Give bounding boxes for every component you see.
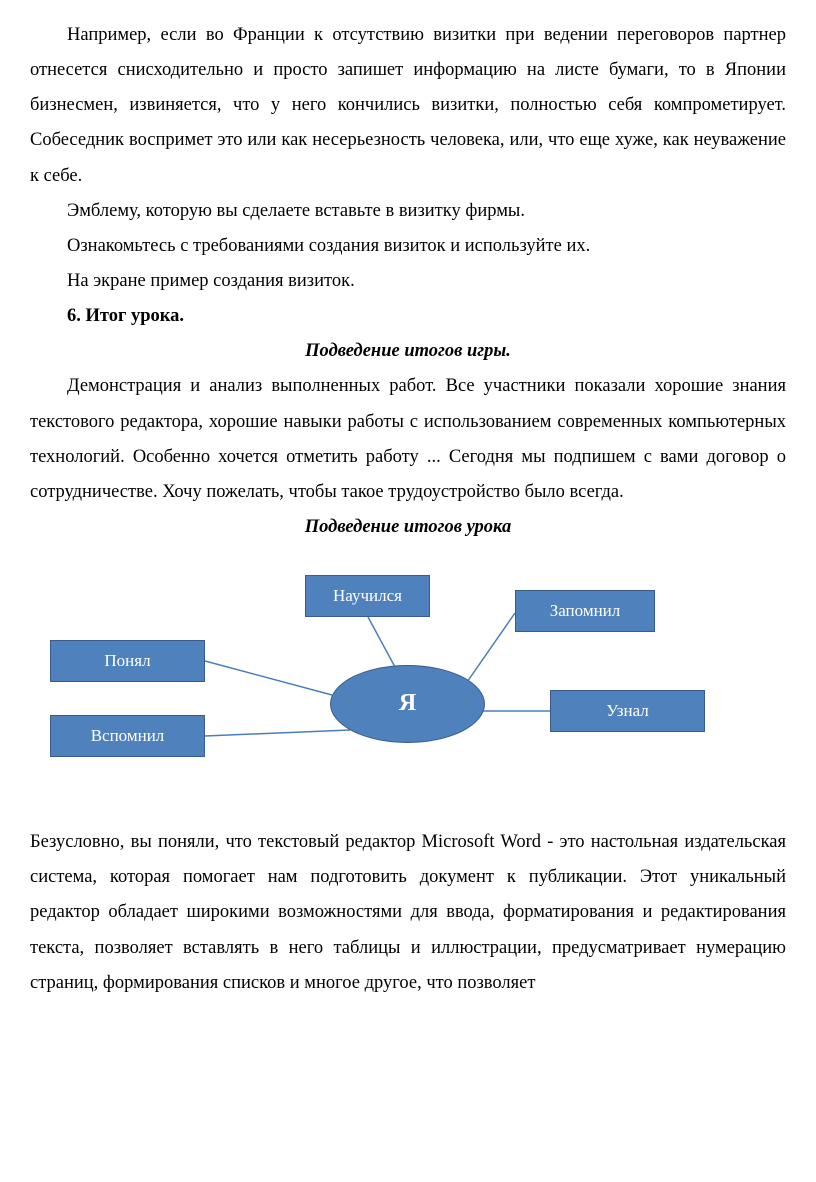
connector-line — [368, 617, 395, 667]
paragraph-intro: Например, если во Франции к отсутствию в… — [30, 18, 786, 194]
connector-line — [205, 730, 350, 736]
paragraph-emblem: Эмблему, которую вы сделаете вставьте в … — [30, 194, 786, 229]
heading-section-6: 6. Итог урока. — [30, 299, 786, 334]
mindmap-diagram: Я Научился Запомнил Понял Узнал Вспомнил — [30, 555, 786, 800]
node-understood: Понял — [50, 640, 205, 682]
node-foundout: Узнал — [550, 690, 705, 732]
paragraph-demo: Демонстрация и анализ выполненных работ.… — [30, 369, 786, 510]
subheading-results-lesson: Подведение итогов урока — [30, 510, 786, 545]
connector-line — [205, 661, 332, 695]
connector-line — [465, 613, 515, 685]
subheading-results-game: Подведение итогов игры. — [30, 334, 786, 369]
center-node: Я — [330, 665, 485, 743]
node-remembered: Запомнил — [515, 590, 655, 632]
paragraph-screen: На экране пример создания визиток. — [30, 264, 786, 299]
paragraph-requirements: Ознакомьтесь с требованиями создания виз… — [30, 229, 786, 264]
node-learned: Научился — [305, 575, 430, 617]
paragraph-conclusion: Безусловно, вы поняли, что текстовый ред… — [30, 825, 786, 1001]
node-recalled: Вспомнил — [50, 715, 205, 757]
